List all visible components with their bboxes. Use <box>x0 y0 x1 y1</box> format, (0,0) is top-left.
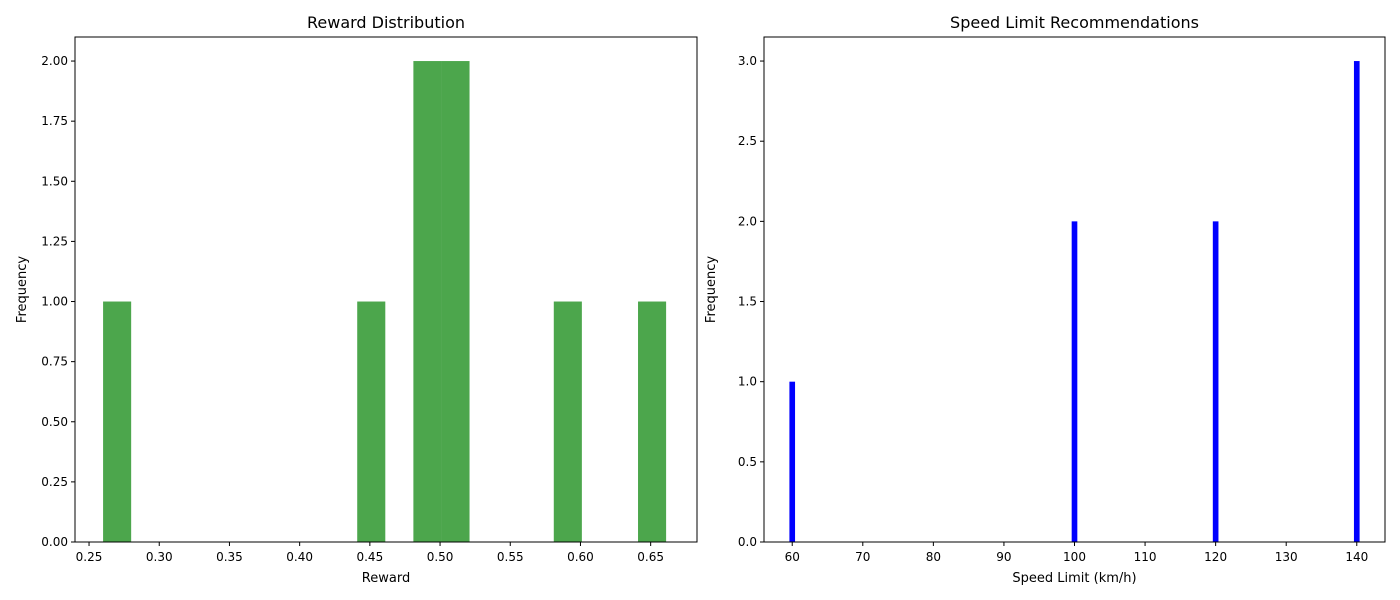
x-tick-label: 130 <box>1275 550 1298 564</box>
bar <box>789 381 796 542</box>
x-tick-label: 90 <box>996 550 1011 564</box>
x-tick-label: 60 <box>785 550 800 564</box>
y-tick-label: 0.00 <box>41 535 68 549</box>
bar <box>1071 221 1078 542</box>
x-tick-label: 0.45 <box>356 550 383 564</box>
y-tick-label: 0.50 <box>41 415 68 429</box>
x-tick-label: 0.25 <box>76 550 103 564</box>
y-tick-label: 0.75 <box>41 355 68 369</box>
reward-distribution-chart: Reward Distribution Reward Frequency 0.2… <box>15 13 698 586</box>
y-tick-label: 0.25 <box>41 475 68 489</box>
y-tick-label: 1.0 <box>738 375 757 389</box>
y-tick-label: 1.50 <box>41 174 68 188</box>
bars <box>103 61 667 543</box>
bar <box>441 61 470 543</box>
y-tick-label: 3.0 <box>738 54 757 68</box>
speed-limit-recommendations-chart: Speed Limit Recommendations Speed Limit … <box>704 13 1386 586</box>
x-tick-label: 0.55 <box>497 550 524 564</box>
y-ticks: 0.0 0.5 1.0 1.5 2.0 2.5 3.0 <box>738 54 764 549</box>
x-tick-label: 100 <box>1063 550 1086 564</box>
x-ticks: 0.25 0.30 0.35 0.40 0.45 0.50 0.55 0.60 0.65 <box>76 542 664 564</box>
chart-title: Reward Distribution <box>307 13 465 32</box>
bar <box>638 301 667 542</box>
y-tick-label: 0.5 <box>738 455 757 469</box>
y-tick-label: 1.5 <box>738 295 757 309</box>
bar <box>1353 61 1360 543</box>
y-axis-label: Frequency <box>15 256 30 323</box>
y-tick-label: 2.5 <box>738 134 757 148</box>
bar <box>413 61 442 543</box>
bar <box>357 301 386 542</box>
y-tick-label: 1.75 <box>41 114 68 128</box>
x-tick-label: 0.60 <box>567 550 594 564</box>
y-axis-label: Frequency <box>704 256 719 323</box>
bars <box>789 61 1360 543</box>
y-tick-label: 2.0 <box>738 214 757 228</box>
y-tick-label: 2.00 <box>41 54 68 68</box>
x-tick-label: 0.65 <box>637 550 664 564</box>
x-tick-label: 0.30 <box>146 550 173 564</box>
plot-frame <box>74 36 698 543</box>
y-tick-label: 1.25 <box>41 234 68 248</box>
bar <box>553 301 582 542</box>
x-tick-label: 80 <box>926 550 941 564</box>
x-tick-label: 140 <box>1345 550 1368 564</box>
bar <box>1212 221 1219 542</box>
x-tick-label: 70 <box>855 550 870 564</box>
x-axis-label: Speed Limit (km/h) <box>1012 571 1136 586</box>
x-tick-label: 0.35 <box>216 550 243 564</box>
x-tick-label: 0.40 <box>286 550 313 564</box>
x-tick-label: 120 <box>1204 550 1227 564</box>
chart-title: Speed Limit Recommendations <box>950 13 1199 32</box>
x-tick-label: 110 <box>1134 550 1157 564</box>
x-ticks: 60 70 80 90 100 110 120 130 140 <box>785 542 1368 564</box>
y-tick-label: 1.00 <box>41 295 68 309</box>
x-axis-label: Reward <box>362 571 410 586</box>
y-tick-label: 0.0 <box>738 535 757 549</box>
bar <box>103 301 132 542</box>
y-ticks: 0.00 0.25 0.50 0.75 1.00 1.25 1.50 1.75 2.00 <box>41 54 75 549</box>
x-tick-label: 0.50 <box>427 550 454 564</box>
plot-frame <box>763 36 1386 543</box>
